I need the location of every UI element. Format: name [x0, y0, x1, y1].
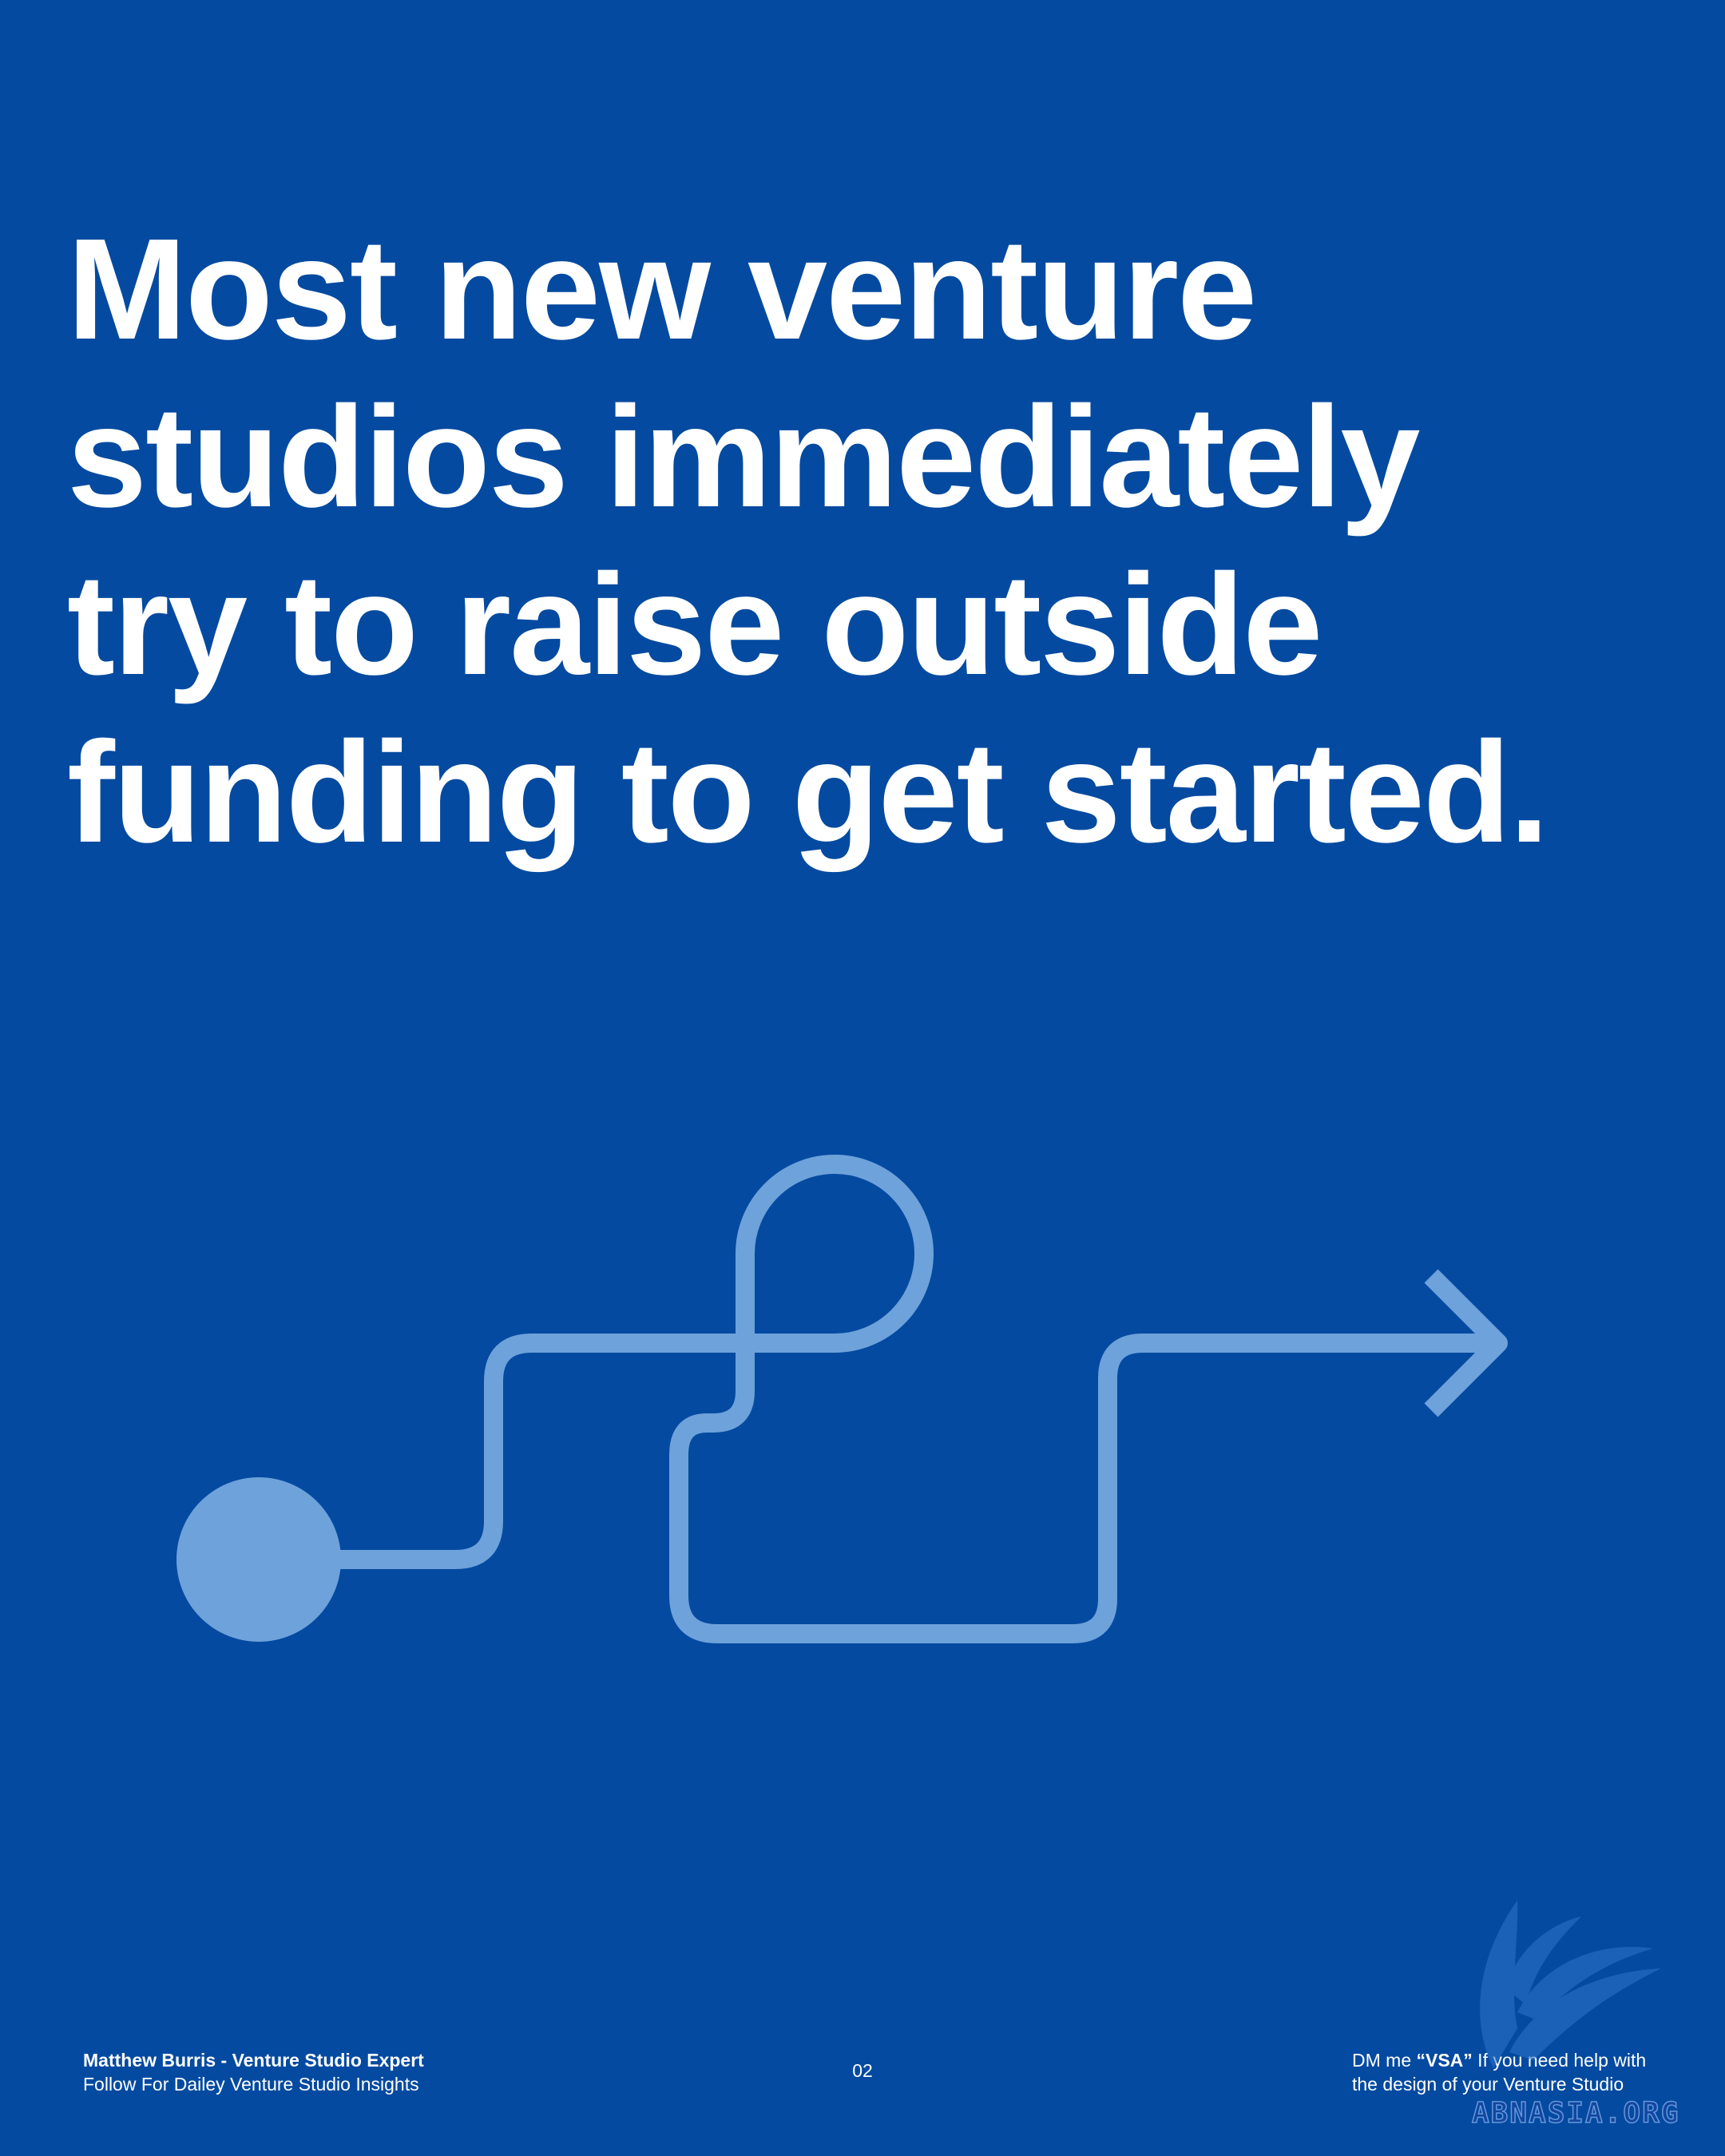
cta-line-2: the design of your Venture Studio: [1352, 2074, 1624, 2095]
headline: Most new venture studios immediately try…: [67, 206, 1664, 877]
headline-line-3: try to raise outside: [67, 545, 1322, 705]
footer-credit: Matthew Burris - Venture Studio Expert F…: [83, 2048, 424, 2096]
headline-line-1: Most new venture: [67, 209, 1257, 370]
feather-watermark-icon: [1480, 1900, 1661, 2068]
footer-cta: DM me “VSA” If you need help with the de…: [1352, 2048, 1646, 2096]
page-number: 02: [852, 2060, 873, 2081]
arrow-head-icon: [1424, 1269, 1508, 1417]
headline-line-2: studios immediately: [67, 377, 1420, 537]
watermark-text: ABNASIA.ORG: [1471, 2096, 1680, 2130]
author-name: Matthew Burris - Venture Studio Expert: [83, 2050, 424, 2071]
cta-suffix: If you need help with: [1472, 2050, 1647, 2071]
cta-prefix: DM me: [1352, 2050, 1417, 2071]
headline-line-4: funding to get started.: [67, 712, 1549, 873]
path-line: [335, 1155, 1501, 1643]
follow-tagline: Follow For Dailey Venture Studio Insight…: [83, 2074, 419, 2095]
cta-keyword: “VSA”: [1416, 2050, 1473, 2071]
cta-line-1: DM me “VSA” If you need help with: [1352, 2048, 1646, 2072]
start-dot-icon: [176, 1477, 341, 1642]
